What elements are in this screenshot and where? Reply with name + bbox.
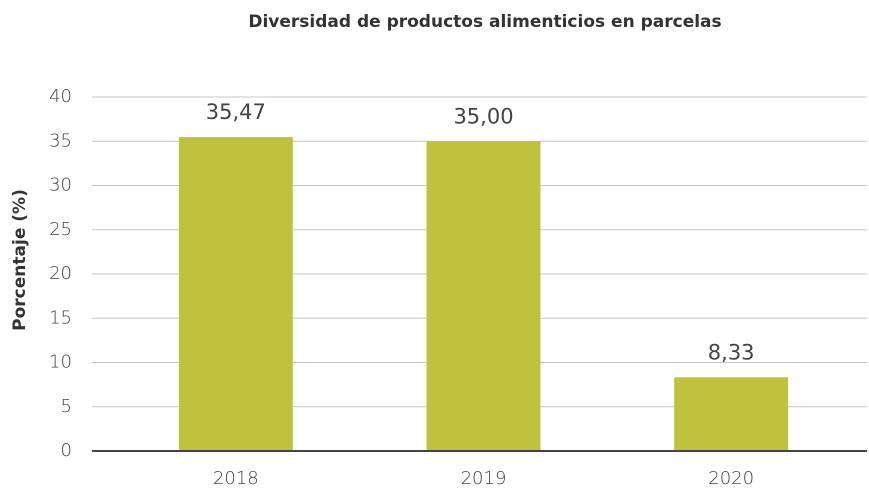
- y-tick-label: 30: [49, 175, 72, 196]
- x-tick-label: 2019: [461, 468, 507, 489]
- x-tick-label: 2018: [213, 468, 259, 489]
- y-tick-label: 10: [49, 352, 72, 373]
- y-tick-label: 15: [49, 307, 72, 328]
- bar: [674, 377, 789, 451]
- y-tick-label: 20: [49, 263, 72, 284]
- y-axis-label: Porcentaje (%): [10, 189, 30, 331]
- y-tick-label: 5: [61, 396, 72, 417]
- y-tick-label: 0: [61, 440, 72, 461]
- bar: [178, 137, 293, 451]
- bar: [426, 141, 541, 451]
- value-label: 35,47: [206, 100, 266, 124]
- y-tick-label: 25: [49, 219, 72, 240]
- x-tick-label: 2020: [708, 468, 754, 489]
- y-tick-label: 40: [49, 86, 72, 107]
- y-tick-label: 35: [49, 130, 72, 151]
- chart-title: Diversidad de productos alimenticios en …: [248, 12, 721, 32]
- value-label: 35,00: [453, 104, 513, 128]
- value-label: 8,33: [708, 340, 755, 364]
